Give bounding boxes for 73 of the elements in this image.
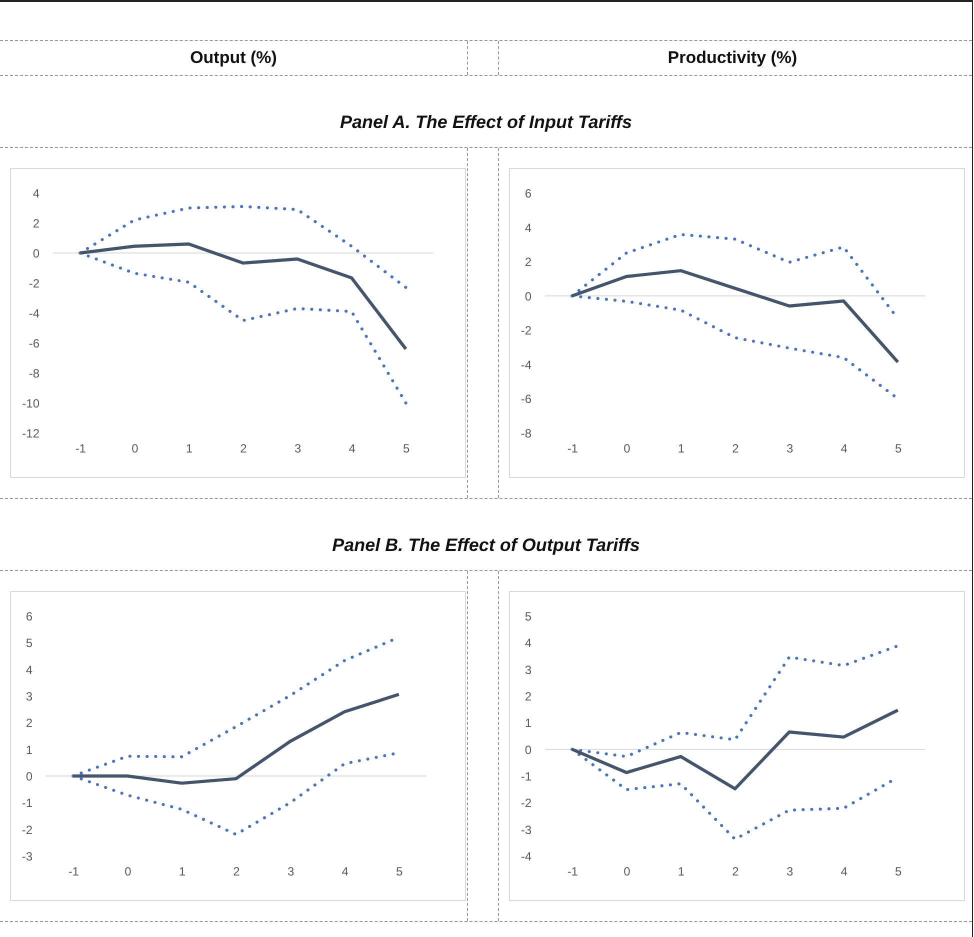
x-tick-label: 3 [294, 442, 302, 456]
x-tick-label: 3 [786, 864, 794, 878]
x-tick-label: 0 [624, 864, 631, 878]
y-tick-label: 0 [524, 742, 532, 757]
x-tick-label: 4 [840, 442, 848, 456]
y-tick-label: -1 [22, 796, 33, 810]
y-tick-label: -10 [22, 396, 40, 410]
y-tick-label: -2 [22, 822, 33, 837]
y-tick-label: 3 [524, 662, 532, 677]
chart-title: Output (%) [189, 47, 278, 69]
line-series [570, 269, 900, 364]
text: Panel A. The Effect of Input Tariffs [0, 76, 972, 148]
x-tick-label: 2 [732, 442, 740, 456]
x-tick-label: 2 [233, 864, 240, 878]
y-tick-label: 2 [524, 255, 532, 270]
x-tick-label: 5 [895, 442, 902, 456]
y-tick-label: 5 [524, 610, 532, 624]
y-tick-label: -3 [520, 822, 532, 837]
y-tick-label: -4 [520, 850, 532, 864]
y-tick-label: 2 [32, 216, 40, 230]
y-tick-label: -6 [28, 336, 40, 350]
x-tick-label: 1 [178, 864, 186, 878]
x-tick-label: 1 [186, 442, 193, 456]
y-tick-label: 3 [26, 690, 33, 704]
y-tick-label: 0 [32, 246, 40, 260]
y-tick-label: -3 [22, 850, 33, 864]
x-tick-label: 5 [396, 864, 404, 878]
line-series [570, 708, 900, 790]
y-tick-label: 2 [524, 690, 532, 704]
x-tick-label: 5 [895, 864, 902, 878]
y-tick-label: 0 [26, 770, 33, 784]
y-tick-label: -12 [22, 426, 40, 440]
y-tick-label: -8 [28, 366, 40, 380]
x-tick-label: 4 [342, 864, 349, 878]
line-series [72, 692, 400, 785]
line-series [78, 242, 408, 351]
y-tick-label: 1 [524, 716, 532, 730]
y-tick-label: -2 [520, 796, 532, 810]
x-tick-label: 0 [132, 442, 139, 456]
x-tick-label: 4 [840, 864, 848, 878]
x-tick-label: 1 [678, 864, 685, 878]
y-tick-label: -1 [520, 770, 532, 784]
x-tick-label: 0 [624, 442, 631, 456]
y-tick-label: -4 [28, 306, 40, 320]
chart-title: Productivity (%) [666, 47, 798, 69]
x-tick-label: 4 [348, 442, 356, 456]
y-tick-label: 1 [26, 742, 33, 757]
y-tick-label: -6 [520, 392, 532, 406]
text: Panel B. The Effect of Output Tariffs [0, 499, 972, 571]
x-tick-label: 2 [240, 442, 248, 456]
x-tick-label: 5 [403, 442, 410, 456]
y-tick-label: 6 [524, 186, 532, 200]
x-tick-label: -1 [567, 864, 578, 878]
x-tick-label: 3 [287, 864, 294, 878]
y-tick-label: 0 [524, 289, 532, 304]
y-tick-label: 5 [26, 636, 33, 650]
y-tick-label: 4 [32, 186, 40, 200]
y-tick-label: -8 [520, 426, 532, 440]
x-tick-label: -1 [75, 442, 86, 456]
y-tick-label: 6 [26, 610, 33, 624]
x-tick-label: 2 [732, 864, 740, 878]
x-tick-label: 0 [124, 864, 132, 878]
y-tick-label: 4 [26, 662, 33, 677]
y-tick-label: 4 [524, 636, 532, 650]
x-tick-label: -1 [567, 442, 578, 456]
y-tick-label: -2 [28, 276, 40, 290]
x-tick-label: 3 [786, 442, 794, 456]
y-tick-label: 4 [524, 220, 532, 235]
y-tick-label: -2 [520, 324, 532, 338]
x-tick-label: -1 [68, 864, 80, 878]
y-tick-label: 2 [26, 716, 33, 730]
y-tick-label: -4 [520, 358, 532, 372]
x-tick-label: 1 [678, 442, 685, 456]
